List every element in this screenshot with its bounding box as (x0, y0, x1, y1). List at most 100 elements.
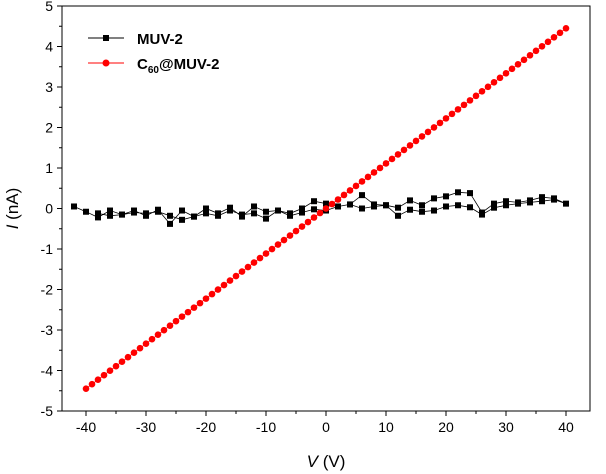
y-axis-unit-text: (nA) (3, 188, 22, 220)
point-c60-muv2 (274, 241, 282, 248)
point-muv2 (263, 208, 269, 215)
legend-label-muv2: MUV-2 (137, 31, 183, 48)
point-muv2 (419, 202, 425, 209)
point-c60-muv2 (100, 371, 108, 379)
point-muv2 (503, 202, 509, 209)
series-markers (71, 24, 570, 393)
point-muv2 (179, 216, 185, 223)
point-c60-muv2 (280, 236, 288, 244)
point-c60-muv2 (136, 344, 144, 352)
point-muv2 (191, 213, 197, 220)
x-axis-unit-text: (V) (323, 452, 346, 471)
point-c60-muv2 (514, 61, 522, 68)
point-c60-muv2 (412, 137, 420, 145)
x-tick-label: -20 (196, 419, 216, 435)
point-c60-muv2 (502, 70, 510, 77)
point-muv2 (227, 207, 233, 214)
point-c60-muv2 (520, 56, 528, 64)
y-tick-label: 0 (45, 201, 53, 217)
point-muv2 (515, 200, 521, 207)
point-c60-muv2 (322, 205, 330, 212)
point-muv2 (383, 202, 389, 209)
point-c60-muv2 (430, 124, 438, 131)
point-muv2 (311, 206, 317, 213)
point-muv2 (407, 197, 413, 204)
point-c60-muv2 (370, 169, 378, 176)
point-c60-muv2 (316, 209, 324, 217)
point-muv2 (299, 205, 305, 212)
point-muv2 (527, 199, 533, 206)
point-c60-muv2 (460, 101, 468, 109)
point-muv2 (71, 203, 77, 210)
point-c60-muv2 (154, 331, 162, 338)
point-muv2 (395, 212, 401, 219)
point-muv2 (431, 207, 437, 214)
point-muv2 (395, 204, 401, 211)
y-tick-label: 5 (45, 0, 53, 14)
point-c60-muv2 (142, 340, 150, 347)
point-c60-muv2 (106, 367, 114, 375)
x-tick-label: -10 (256, 419, 276, 435)
point-muv2 (275, 207, 281, 214)
point-muv2 (491, 204, 497, 211)
point-c60-muv2 (232, 272, 240, 280)
point-c60-muv2 (130, 349, 138, 356)
point-muv2 (167, 220, 173, 227)
x-tick-label: -40 (76, 419, 96, 435)
point-c60-muv2 (418, 133, 426, 140)
point-c60-muv2 (340, 191, 348, 199)
point-c60-muv2 (400, 146, 408, 154)
point-c60-muv2 (466, 97, 474, 104)
point-c60-muv2 (328, 200, 336, 208)
point-c60-muv2 (556, 29, 564, 37)
point-c60-muv2 (550, 33, 558, 41)
point-muv2 (107, 207, 113, 214)
point-muv2 (419, 208, 425, 215)
x-axis-ticks: -40 -30 -20 -10 0 10 20 30 40 (76, 411, 574, 435)
point-c60-muv2 (526, 52, 534, 59)
point-c60-muv2 (112, 362, 120, 370)
point-c60-muv2 (262, 250, 270, 257)
point-c60-muv2 (394, 151, 402, 158)
point-c60-muv2 (94, 376, 102, 384)
point-muv2 (311, 198, 317, 205)
point-c60-muv2 (304, 218, 312, 226)
x-tick-label: 20 (438, 419, 454, 435)
point-muv2 (263, 215, 269, 222)
point-c60-muv2 (358, 178, 366, 185)
point-c60-muv2 (442, 115, 450, 122)
point-c60-muv2 (310, 214, 318, 221)
legend-marker-square (103, 35, 109, 41)
point-muv2 (95, 210, 101, 217)
y-tick-label: -5 (41, 403, 54, 419)
point-muv2 (407, 206, 413, 213)
point-muv2 (299, 209, 305, 216)
point-c60-muv2 (196, 299, 204, 307)
legend-entry-muv2: MUV-2 (88, 31, 183, 48)
point-c60-muv2 (376, 164, 384, 172)
point-muv2 (107, 212, 113, 219)
point-c60-muv2 (268, 245, 276, 253)
point-c60-muv2 (82, 385, 90, 393)
point-muv2 (203, 210, 209, 217)
point-c60-muv2 (124, 353, 132, 361)
point-muv2 (287, 212, 293, 219)
point-muv2 (467, 190, 473, 197)
point-muv2 (119, 211, 125, 218)
point-c60-muv2 (448, 110, 456, 118)
legend-label-c60-muv2: C60@MUV-2 (137, 56, 219, 76)
x-axis-title: V (V) (307, 452, 346, 471)
y-axis-symbol: I (3, 224, 22, 229)
point-c60-muv2 (346, 187, 354, 194)
point-muv2 (155, 208, 161, 215)
point-c60-muv2 (496, 74, 504, 82)
point-c60-muv2 (478, 88, 486, 95)
point-c60-muv2 (334, 196, 342, 203)
point-muv2 (347, 201, 353, 208)
point-c60-muv2 (238, 268, 246, 275)
point-c60-muv2 (484, 83, 492, 91)
point-muv2 (455, 202, 461, 209)
point-c60-muv2 (202, 295, 210, 302)
point-muv2 (215, 212, 221, 219)
